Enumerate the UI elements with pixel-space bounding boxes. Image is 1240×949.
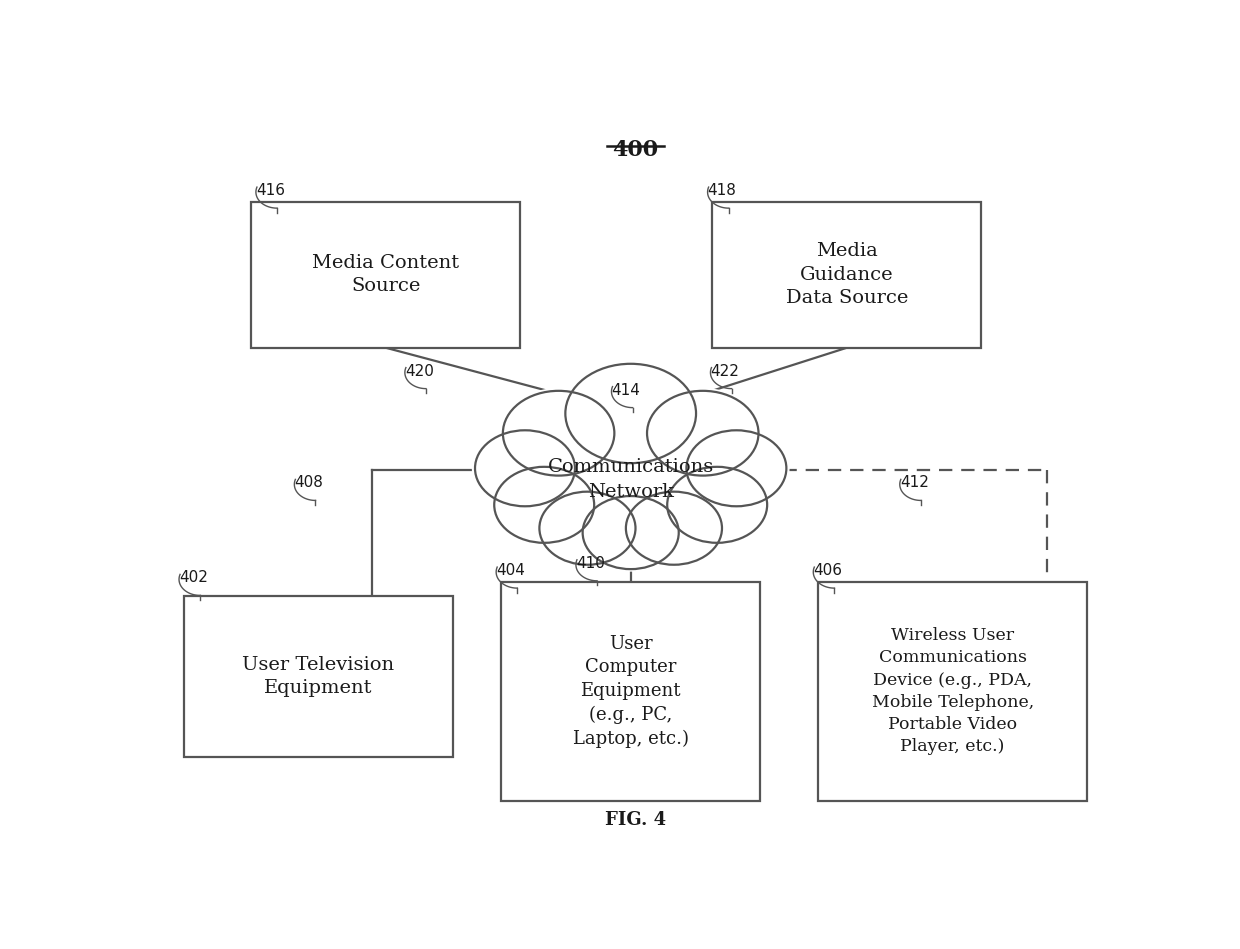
Circle shape [537, 490, 637, 567]
Circle shape [472, 428, 578, 508]
Circle shape [492, 465, 596, 545]
Bar [818, 582, 1087, 801]
Text: FIG. 4: FIG. 4 [605, 810, 666, 828]
Text: User Television
Equipment: User Television Equipment [242, 656, 394, 698]
Text: 416: 416 [255, 183, 285, 198]
Text: 412: 412 [900, 475, 929, 491]
Circle shape [544, 410, 717, 541]
Text: 406: 406 [813, 563, 842, 578]
Bar [712, 201, 982, 347]
Text: 408: 408 [294, 475, 324, 491]
Text: Wireless User
Communications
Device (e.g., PDA,
Mobile Telephone,
Portable Video: Wireless User Communications Device (e.g… [872, 627, 1034, 755]
Circle shape [500, 389, 618, 477]
Text: User
Computer
Equipment
(e.g., PC,
Laptop, etc.): User Computer Equipment (e.g., PC, Lapto… [573, 635, 688, 748]
Text: 414: 414 [611, 382, 640, 398]
Text: 402: 402 [179, 570, 208, 586]
Text: Media
Guidance
Data Source: Media Guidance Data Source [786, 242, 908, 307]
Text: 400: 400 [613, 140, 658, 161]
Circle shape [684, 428, 789, 508]
Circle shape [645, 389, 761, 477]
Text: 420: 420 [404, 363, 434, 379]
Text: Media Content
Source: Media Content Source [312, 253, 459, 295]
Text: 418: 418 [708, 183, 737, 198]
Circle shape [624, 490, 724, 567]
Text: 410: 410 [575, 556, 605, 570]
Circle shape [665, 465, 770, 545]
Bar [501, 582, 760, 801]
Circle shape [580, 494, 681, 571]
Text: 422: 422 [711, 363, 739, 379]
Bar [250, 201, 521, 347]
Circle shape [562, 362, 699, 466]
Text: Communications
Network: Communications Network [548, 457, 714, 501]
Text: 404: 404 [496, 563, 525, 578]
Bar [184, 596, 453, 757]
